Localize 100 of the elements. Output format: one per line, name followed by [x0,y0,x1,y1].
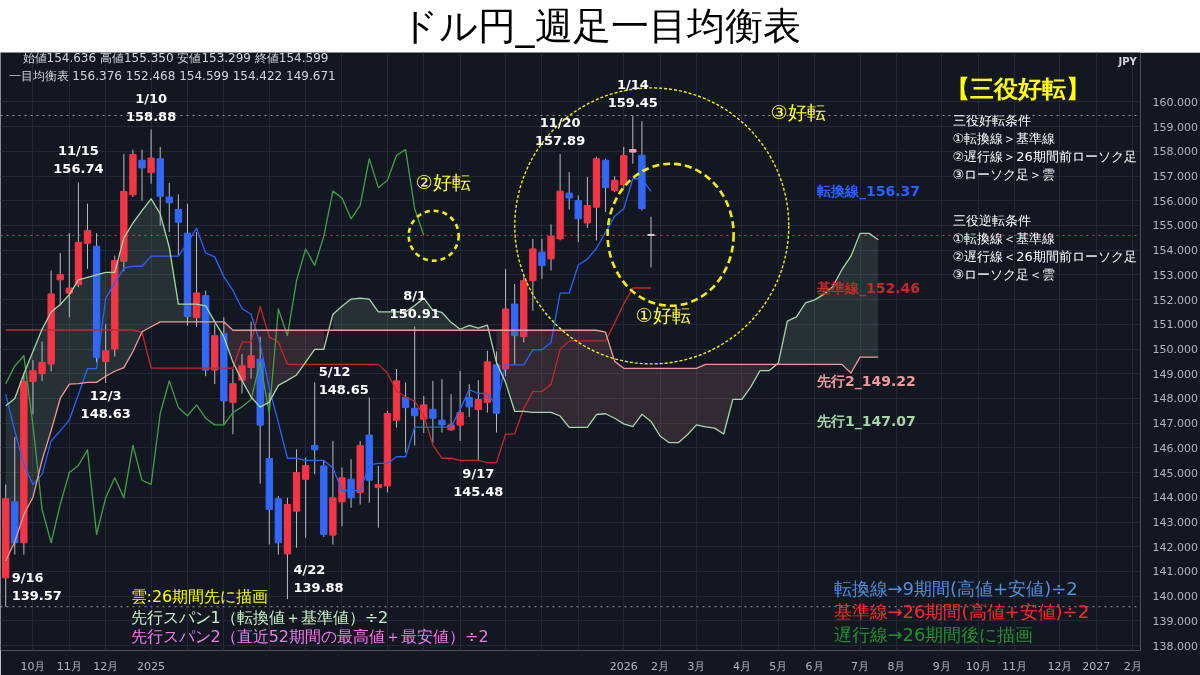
chart-title: ドル円_週足一目均衡表 [399,3,801,50]
y-tick-label: 144.000 [1152,491,1198,505]
y-tick-label: 142.000 [1152,540,1198,554]
candlestick [538,238,546,280]
annotation: ②好転 [415,170,471,193]
y-tick-label: 139.000 [1152,614,1198,628]
x-tick-label: 11月 [56,659,82,673]
x-tick-label: 12月 [93,659,119,673]
y-tick-label: 147.000 [1152,417,1198,431]
candlestick [583,176,592,229]
x-tick-label: 12月 [1047,659,1073,673]
annotation: ①転換線＞基準線 [952,131,1056,146]
annotation: 基準線→26期間(高値+安値)÷2 [833,601,1090,622]
x-tick-label: 11月 [1002,659,1028,673]
annotation: ③好転 [770,100,826,123]
y-tick-label: 158.000 [1152,145,1198,159]
y-tick-label: 149.000 [1152,367,1198,381]
y-tick-label: 146.000 [1152,441,1198,455]
annotation: ②遅行線＞26期間前ローソク足 [952,149,1137,164]
y-tick-label: 152.000 [1152,293,1198,307]
annotation: ③ローソク足＜雲 [952,267,1056,282]
y-tick-label: 148.000 [1152,392,1198,406]
candlestick [429,380,437,444]
y-tick-label: 156.000 [1152,194,1198,208]
y-tick-label: 145.000 [1152,466,1198,480]
annotation: 転換線→9期間(高値+安値)÷2 [833,578,1078,599]
x-tick-label: 2027 [1082,659,1111,673]
annotation: ①転換線＜基準線 [952,231,1056,246]
annotation: 雲:26期間先に描画 [130,587,269,606]
candlestick [647,216,655,269]
candlestick [147,129,155,185]
y-tick-label: 159.000 [1152,120,1198,134]
text: 転換線_156.37 [816,183,921,201]
annotation: 11/20 157.89 [535,115,586,149]
candlestick [438,378,446,434]
annotation: 5/12 148.65 [318,363,369,397]
candlestick [401,381,410,454]
y-tick-label: 138.000 [1152,639,1198,653]
candlestick [101,323,110,384]
y-tick-label: 154.000 [1152,244,1198,258]
x-tick-label: 2月 [651,659,670,673]
y-tick-label: 150.000 [1152,343,1198,357]
candlestick [411,326,419,446]
x-tick-label: 9月 [932,659,951,673]
annotation: 三役好転条件 [952,113,1031,128]
candlestick [565,171,573,211]
candlestick [311,381,319,475]
candlestick [229,368,237,435]
candlestick [474,379,482,462]
x-tick-label: 2025 [137,659,166,673]
y-tick-label: 153.000 [1152,268,1198,282]
annotation: 三役逆転条件 [952,213,1031,228]
x-tick-label: 3月 [687,659,706,673]
candlestick [465,383,473,418]
candlestick [56,252,64,307]
annotation: 12/3 148.63 [80,387,131,421]
annotation: JPY [1117,56,1138,67]
candlestick [301,457,310,539]
x-tick-label: 10月 [20,659,46,673]
annotation: 先行スパン1（転換値＋基準値）÷2 [130,608,389,627]
candlestick [374,465,383,529]
annotation: 1/14 159.45 [607,76,658,110]
annotation: 4/22 139.88 [293,562,344,596]
x-tick-label: 8月 [887,659,906,673]
y-tick-label: 143.000 [1152,516,1198,529]
annotation: 9/16 139.57 [11,569,62,603]
y-tick-label: 140.000 [1152,590,1198,604]
annotation: 1/10 158.88 [126,90,177,124]
y-tick-label: 141.000 [1152,565,1198,579]
annotation: 8/1 150.91 [389,287,440,321]
annotation: 遅行線→26期間後に描画 [833,624,1034,645]
x-tick-label: 5月 [769,659,788,673]
annotation: ③ローソク足＞雲 [952,167,1056,182]
y-tick-label: 155.000 [1152,219,1198,233]
annotation: 【三役好転】 [945,74,1090,103]
annotation: 9/17 145.48 [453,465,504,499]
x-tick-label: 4月 [732,659,751,673]
x-tick-label: 2月 [1123,659,1142,673]
y-tick-label: 151.000 [1152,318,1198,332]
annotation: ②遅行線＜26期間前ローソク足 [952,249,1137,264]
text: 先行1_147.07 [816,413,916,431]
line-series [5,287,652,464]
text: 基準線_152.46 [816,279,921,297]
series-label: 先行2_149.22 [816,373,916,391]
candlestick [420,395,428,434]
annotation: 11/15 156.74 [53,143,104,177]
annotation: 先行スパン2（直近52期間の最高値＋最安値）÷2 [130,627,489,646]
candlestick [629,115,637,165]
x-tick-label: 6月 [805,659,824,673]
candlestick [165,182,173,233]
candlestick [574,194,582,243]
x-tick-label: 7月 [851,659,870,673]
candlestick [138,149,146,202]
annotation: 一目均衡表 156.376 152.468 154.599 154.422 149.671 [8,68,336,83]
candlestick [456,370,464,442]
annotation: ①好転 [635,303,691,326]
y-tick-label: 160.000 [1152,95,1198,109]
x-tick-label: 10月 [965,659,991,673]
candlestick [174,193,183,257]
y-tick-label: 157.000 [1152,170,1198,184]
